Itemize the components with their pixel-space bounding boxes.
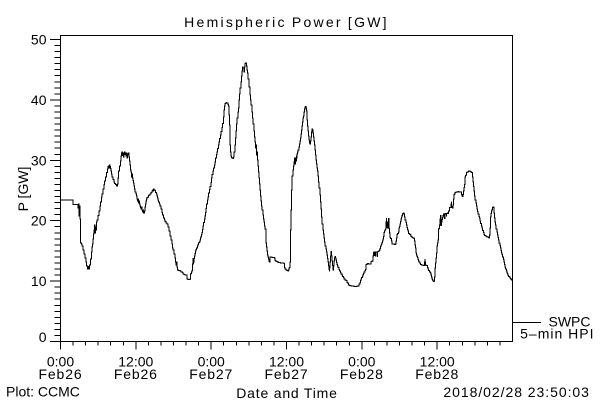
svg-text:30: 30 xyxy=(31,152,47,168)
svg-text:40: 40 xyxy=(31,92,47,108)
svg-text:P [GW]: P [GW] xyxy=(15,167,31,212)
svg-text:Feb27: Feb27 xyxy=(189,366,233,382)
svg-text:Plot: CCMC: Plot: CCMC xyxy=(6,384,80,400)
svg-text:50: 50 xyxy=(31,32,47,48)
svg-text:12:00: 12:00 xyxy=(420,354,455,370)
svg-text:0:00: 0:00 xyxy=(198,354,225,370)
svg-text:12:00: 12:00 xyxy=(118,354,153,370)
svg-text:Feb27: Feb27 xyxy=(265,366,309,382)
svg-text:Feb28: Feb28 xyxy=(415,366,459,382)
svg-text:Feb28: Feb28 xyxy=(340,366,384,382)
svg-text:Hemispheric Power [GW]: Hemispheric Power [GW] xyxy=(184,14,389,30)
svg-text:0:00: 0:00 xyxy=(348,354,375,370)
svg-text:5–min HPI: 5–min HPI xyxy=(520,326,594,342)
svg-text:0:00: 0:00 xyxy=(47,354,74,370)
svg-text:0: 0 xyxy=(39,329,47,345)
svg-text:Feb26: Feb26 xyxy=(39,366,83,382)
svg-text:Date and Time: Date and Time xyxy=(236,385,337,400)
svg-text:10: 10 xyxy=(31,273,47,289)
svg-text:20: 20 xyxy=(31,213,47,229)
svg-text:12:00: 12:00 xyxy=(269,354,304,370)
svg-text:SWPC: SWPC xyxy=(549,314,591,330)
svg-text:2018/02/28 23:50:03: 2018/02/28 23:50:03 xyxy=(443,384,590,400)
svg-text:Feb26: Feb26 xyxy=(114,366,158,382)
